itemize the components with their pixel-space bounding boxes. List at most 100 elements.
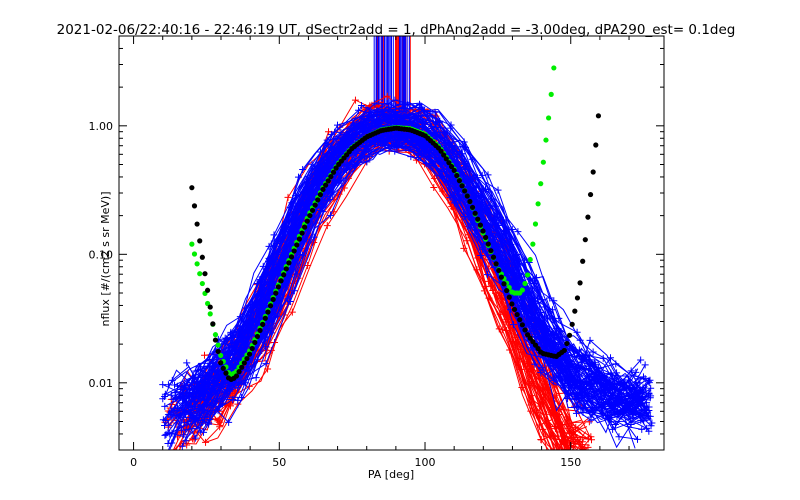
fit-black-point bbox=[590, 169, 596, 175]
fit-black-point bbox=[204, 287, 211, 293]
series-blue-marker bbox=[159, 395, 167, 403]
series-blue-marker bbox=[441, 139, 449, 147]
series-blue-marker bbox=[494, 247, 502, 255]
fit-black-point bbox=[569, 321, 575, 327]
series-blue-marker bbox=[180, 409, 188, 417]
fit-black-point bbox=[252, 339, 258, 346]
series-blue-marker bbox=[645, 377, 653, 385]
fit-green-point bbox=[189, 241, 195, 247]
series-blue-marker bbox=[615, 433, 623, 441]
series-blue-marker bbox=[544, 314, 552, 322]
series-blue-marker bbox=[166, 410, 174, 418]
series-blue-marker bbox=[620, 378, 628, 386]
series-blue-marker bbox=[199, 402, 207, 410]
series-blue-marker bbox=[314, 163, 322, 171]
series-blue-marker bbox=[585, 390, 593, 398]
fit-black-point bbox=[212, 337, 219, 343]
series-red-marker bbox=[583, 465, 590, 472]
series-blue-marker bbox=[262, 360, 270, 368]
series-blue-marker bbox=[252, 374, 260, 382]
series-red-marker bbox=[538, 398, 546, 406]
series-blue-marker bbox=[181, 399, 189, 407]
series-red-marker bbox=[202, 438, 210, 446]
series-blue-marker bbox=[572, 409, 580, 417]
series-blue-marker bbox=[234, 380, 242, 388]
fit-black-point bbox=[462, 188, 468, 194]
fit-black-point bbox=[506, 294, 512, 300]
fit-black-point bbox=[257, 327, 263, 334]
fit-green-point bbox=[212, 332, 219, 338]
fit-black-point bbox=[574, 295, 581, 301]
series-blue-marker bbox=[162, 417, 170, 425]
series-blue-marker bbox=[363, 116, 371, 124]
series-blue-marker bbox=[495, 253, 503, 261]
series-blue-marker bbox=[597, 406, 605, 414]
series-blue-marker bbox=[550, 297, 558, 305]
fit-green-point bbox=[532, 221, 539, 227]
series-blue-marker bbox=[514, 228, 522, 236]
series-blue-marker bbox=[206, 382, 214, 390]
series-blue-marker bbox=[445, 176, 453, 184]
fit-black-point bbox=[275, 284, 282, 290]
series-blue-trace bbox=[178, 132, 648, 426]
fit-black-point bbox=[467, 198, 473, 205]
fit-black-point bbox=[270, 296, 276, 302]
fit-black-point bbox=[191, 203, 198, 209]
series-red-marker bbox=[588, 460, 595, 467]
series-blue-marker bbox=[358, 102, 366, 110]
series-blue-marker bbox=[326, 211, 334, 219]
fit-black-point bbox=[246, 351, 253, 357]
series-blue-marker bbox=[180, 419, 188, 427]
series-blue-marker bbox=[586, 336, 594, 344]
series-blue-marker bbox=[564, 395, 572, 403]
series-blue-marker bbox=[345, 127, 353, 135]
fit-black-point bbox=[446, 160, 452, 166]
series-blue-marker bbox=[197, 428, 205, 436]
series-blue-marker bbox=[191, 434, 199, 442]
series-blue-marker bbox=[615, 409, 623, 417]
fit-black-point bbox=[585, 214, 591, 220]
series-blue-marker bbox=[460, 138, 468, 146]
fit-black-point bbox=[223, 370, 229, 376]
series-red-marker bbox=[165, 460, 172, 467]
fit-green-point bbox=[218, 352, 224, 359]
series-red-marker bbox=[583, 453, 590, 460]
series-blue-marker bbox=[565, 362, 573, 370]
series-blue-marker bbox=[467, 176, 475, 184]
series-blue-marker bbox=[371, 100, 379, 108]
fit-black-point bbox=[438, 148, 444, 154]
series-blue-marker bbox=[453, 147, 461, 155]
series-blue-marker bbox=[399, 101, 407, 109]
series-blue-trace bbox=[197, 111, 645, 405]
series-blue-marker bbox=[530, 317, 538, 325]
series-red-marker bbox=[200, 351, 208, 359]
series-blue-marker bbox=[164, 452, 171, 459]
series-blue-marker bbox=[205, 420, 213, 428]
series-blue-marker bbox=[596, 372, 604, 380]
fit-black-point bbox=[302, 224, 308, 230]
fit-black-point bbox=[283, 266, 289, 272]
series-red-marker bbox=[284, 193, 292, 201]
y-tick-label: 1.00 bbox=[89, 120, 114, 133]
fit-black-point bbox=[504, 287, 510, 294]
series-red-marker bbox=[552, 452, 559, 459]
series-blue-marker bbox=[178, 426, 186, 434]
series-blue-marker bbox=[388, 113, 396, 121]
series-blue-marker bbox=[249, 307, 257, 315]
series-blue-marker bbox=[540, 325, 548, 333]
series-blue-marker bbox=[409, 111, 417, 119]
series-red-marker bbox=[584, 463, 591, 470]
series-blue-marker bbox=[171, 381, 179, 389]
fit-black-point bbox=[265, 309, 271, 315]
series-blue-marker bbox=[638, 425, 646, 433]
fit-black-point bbox=[572, 308, 578, 314]
series-blue-marker bbox=[575, 353, 583, 361]
series-blue-marker bbox=[322, 140, 330, 148]
fit-black-point bbox=[315, 197, 321, 203]
series-blue-marker bbox=[164, 439, 172, 447]
series-blue-marker bbox=[589, 348, 597, 356]
fit-black-point bbox=[309, 207, 316, 213]
series-blue-marker bbox=[307, 186, 315, 194]
series-red-marker bbox=[481, 282, 489, 290]
